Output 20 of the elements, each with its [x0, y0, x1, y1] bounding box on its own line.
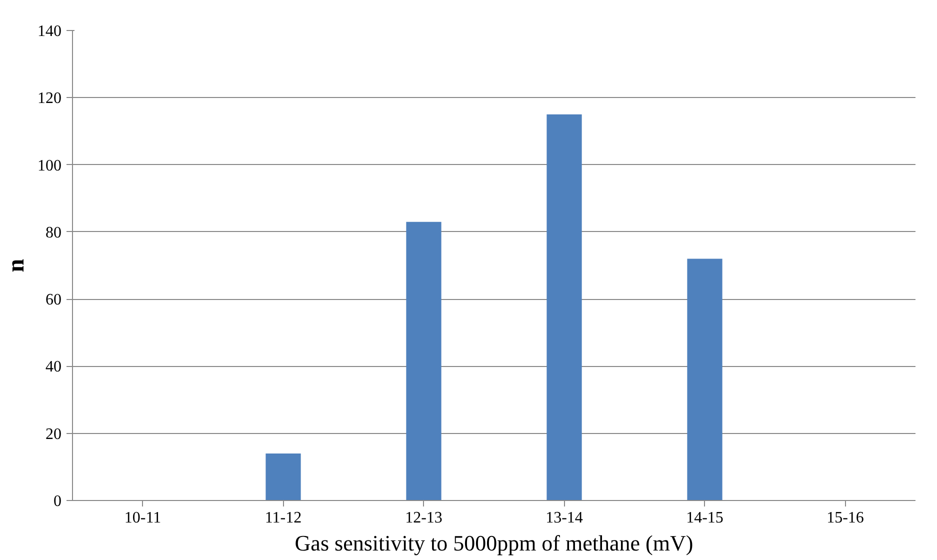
y-tick-label: 80 [46, 224, 62, 242]
y-tick-label: 20 [46, 426, 62, 443]
y-tick-label: 40 [46, 358, 62, 376]
x-tick-label: 13-14 [546, 510, 583, 526]
y-tick-label: 120 [38, 90, 62, 108]
y-tick-label: 140 [38, 23, 62, 40]
y-tick-label: 100 [38, 157, 62, 174]
x-tick-label: 12-13 [405, 510, 442, 526]
bar [266, 454, 301, 500]
x-axis-title: Gas sensitivity to 5000ppm of methane (mV) [294, 530, 694, 556]
bar [406, 222, 442, 500]
bar [546, 114, 582, 500]
x-tick-label: 11-12 [264, 510, 302, 526]
y-tick-label: 60 [46, 292, 62, 309]
bar [687, 258, 722, 500]
x-tick-label: 14-15 [686, 510, 724, 526]
y-axis-title: n [4, 258, 30, 272]
y-tick-label: 0 [54, 493, 62, 510]
x-tick-label: 15-16 [826, 510, 864, 526]
x-tick-label: 10-11 [124, 510, 162, 526]
